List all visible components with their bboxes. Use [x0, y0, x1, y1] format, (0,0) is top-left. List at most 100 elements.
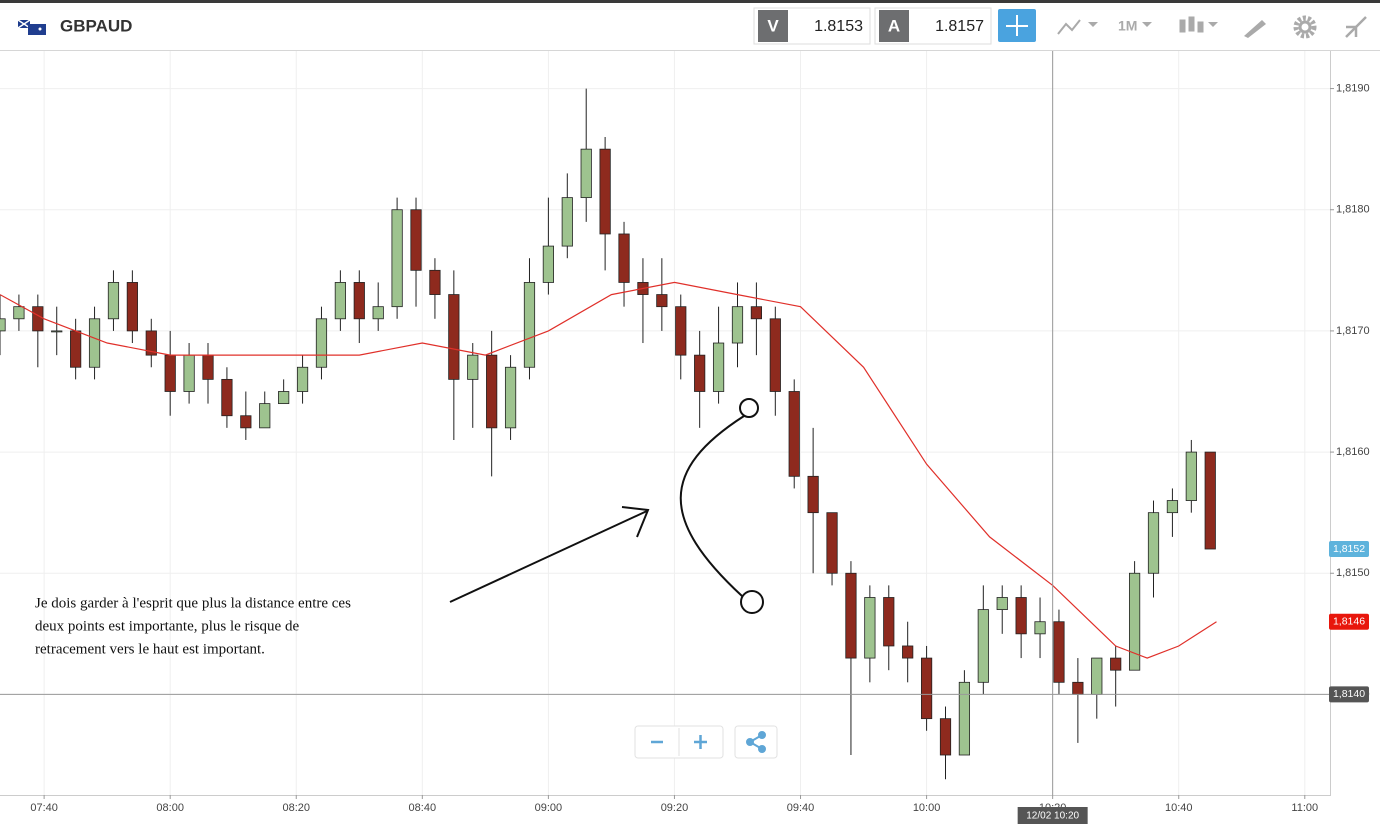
y-tick-label: 1,8170	[1336, 325, 1370, 337]
candle-body	[353, 282, 365, 320]
draw-button[interactable]	[1244, 20, 1266, 38]
candle-body	[1147, 512, 1160, 574]
x-tick-label: 10:00	[913, 802, 941, 814]
ask-label: A	[888, 16, 900, 35]
plot: 1,8140 1,8150 1,8160 1,8170 1,8180 1,8190 07:4…	[0, 51, 1370, 824]
indicator-button[interactable]	[1057, 19, 1098, 35]
candle-body	[750, 306, 762, 320]
annotation-line: Je dois garder à l'esprit que plus la di…	[35, 595, 351, 611]
ask-tag	[879, 10, 909, 42]
candle-body	[1110, 657, 1122, 671]
candle-body	[1091, 657, 1103, 695]
candle-body	[145, 330, 157, 356]
candle-body	[523, 282, 536, 368]
candle-body	[1015, 597, 1027, 635]
x-tick-label: 08:00	[156, 802, 184, 814]
collapse-button[interactable]	[1345, 16, 1367, 38]
candle-body	[32, 306, 44, 332]
candle-body	[13, 306, 25, 320]
candle-body	[694, 354, 706, 392]
bid-label: V	[767, 16, 779, 35]
y-tick-label: 1,8160	[1336, 446, 1370, 458]
bid-price: 1.8153	[814, 18, 863, 35]
crosshair-label-box	[1017, 807, 1088, 824]
annotation-line: retracement vers le haut est important.	[35, 641, 265, 657]
y-tick-label: 1,8150	[1336, 567, 1370, 579]
moving-average-line	[0, 281, 1217, 659]
candle-body	[731, 306, 744, 344]
y-tick-label: 1,8190	[1336, 82, 1370, 94]
ask-price: 1.8157	[935, 18, 984, 35]
candle-body	[542, 245, 554, 283]
candle-body	[164, 354, 176, 392]
price-tag-label: 1,8146	[1333, 616, 1365, 628]
candle-body	[315, 318, 328, 368]
zoom-in[interactable]	[694, 735, 707, 749]
annotation-drawing	[449, 398, 764, 614]
candle-body	[259, 403, 271, 429]
settings-button[interactable]	[1293, 15, 1317, 39]
candle-body	[996, 597, 1008, 611]
x-tick-label: 09:40	[787, 802, 815, 814]
x-tick-label: 08:40	[409, 802, 437, 814]
chart-type-button[interactable]	[1179, 16, 1218, 33]
bid-tag	[758, 10, 788, 42]
candle-body	[1053, 621, 1065, 683]
price-tag	[1329, 686, 1369, 703]
candle-body	[788, 391, 800, 477]
candle-body	[504, 366, 517, 429]
y-tick-label: 1,8180	[1336, 204, 1370, 216]
candle-body	[675, 306, 687, 356]
candle-body	[1204, 451, 1216, 550]
candle-body	[1185, 451, 1197, 501]
timeframe-caret	[1142, 22, 1152, 27]
candle-body	[845, 572, 857, 659]
candle-body	[712, 342, 725, 392]
candle-body	[977, 609, 989, 683]
candle-body	[1072, 681, 1084, 695]
candle-body	[240, 415, 252, 429]
x-tick-label: 11:00	[1291, 802, 1318, 814]
candle-body	[656, 294, 668, 308]
price-tag	[1329, 541, 1369, 558]
top-bar	[0, 0, 1380, 3]
candle-body	[429, 269, 441, 295]
candle-body	[1034, 621, 1046, 635]
price-tag-label: 1,8140	[1333, 688, 1365, 700]
candle-body	[826, 512, 838, 574]
candle-body	[958, 681, 971, 756]
candle-body	[334, 282, 346, 320]
candle-body	[580, 148, 592, 199]
candle-body	[448, 294, 460, 380]
candle-body	[939, 718, 952, 756]
candle-body	[618, 233, 630, 283]
price-tag-label: 1,8152	[1333, 543, 1365, 555]
share-button[interactable]	[734, 725, 778, 759]
candle-body	[486, 354, 498, 429]
candle-body	[391, 209, 403, 308]
candle-body	[902, 645, 914, 659]
candle-body	[183, 354, 195, 392]
x-tick-label: 09:00	[535, 802, 563, 814]
candle-body	[202, 354, 214, 380]
flag	[17, 19, 46, 35]
x-tick-label: 08:20	[282, 802, 310, 814]
candle-body	[920, 657, 933, 720]
crosshair-label: 12/02 10:20	[1026, 811, 1079, 822]
candle-body	[126, 282, 138, 332]
candle-body	[769, 318, 781, 392]
crosshair-button[interactable]	[998, 9, 1036, 42]
candle-body	[410, 209, 422, 271]
candle-body	[883, 597, 895, 647]
candle-body	[807, 475, 819, 514]
symbol: GBPAUD	[60, 16, 132, 35]
annotation-line: deux points est importante, plus le risq…	[35, 618, 299, 634]
x-tick-label: 07:40	[30, 802, 58, 814]
x-tick-label: 10:40	[1165, 802, 1193, 814]
timeframe[interactable]: 1M	[1118, 18, 1137, 34]
candle-body	[599, 148, 611, 235]
candle-body	[561, 197, 573, 247]
candle-body	[221, 378, 233, 417]
